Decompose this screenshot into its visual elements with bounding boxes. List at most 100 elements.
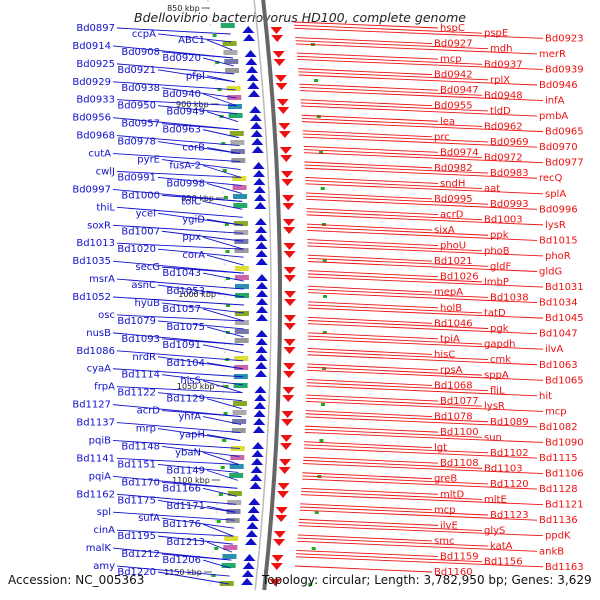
forward-strand-arrow: [283, 275, 296, 282]
left-leader-line: [157, 463, 239, 473]
left-gene-label: nrdR: [132, 352, 156, 363]
right-gene-label: Bd1045: [545, 313, 584, 324]
right-leader-line: [302, 475, 489, 485]
right-gene-label: Bd1038: [490, 292, 529, 303]
forward-strand-arrow: [280, 155, 293, 162]
right-gene-label: Bd1106: [545, 469, 584, 480]
right-gene-label: phoR: [545, 251, 571, 262]
right-leader-line: [295, 43, 538, 55]
left-gene-label: Bd0956: [72, 113, 111, 124]
left-leader-line: [202, 559, 231, 569]
left-gene-label: osc: [98, 310, 115, 321]
right-gene-label: mcp: [434, 505, 456, 516]
forward-strand-arrow: [282, 371, 295, 378]
topology-text: Topology: circular; Length: 3,782,950 bp…: [262, 573, 592, 587]
cds-block-left: [224, 59, 239, 64]
left-gene-label: Bd1035: [72, 256, 111, 267]
right-leader-line: [302, 478, 538, 490]
left-leader-line: [206, 326, 244, 338]
right-gene-label: Bd1026: [440, 272, 479, 283]
left-gene-label: Bd1127: [72, 400, 111, 411]
left-leader-line: [116, 350, 244, 362]
right-gene-label: sppA: [484, 370, 509, 381]
right-leader-line: [293, 21, 439, 29]
left-leader-line: [206, 254, 244, 266]
left-leader-line: [116, 242, 244, 250]
right-gene-label: hisC: [434, 349, 455, 360]
right-leader-line: [307, 363, 439, 371]
cds-block-left: [231, 428, 246, 433]
right-leader-line: [304, 444, 489, 454]
rna-mark: [218, 493, 223, 496]
left-leader-line: [202, 380, 243, 394]
right-leader-line: [307, 307, 544, 319]
forward-strand-arrow: [282, 203, 295, 210]
right-leader-line: [300, 503, 433, 511]
left-gene-label: Bd1053: [166, 286, 205, 297]
right-gene-label: Bd1034: [539, 298, 578, 309]
forward-strand-arrow: [283, 291, 296, 298]
cds-block-left: [224, 536, 239, 541]
right-leader-line: [303, 152, 544, 164]
left-gene-label: Bd1176: [162, 519, 201, 530]
reverse-strand-arrow: [255, 226, 268, 233]
cds-block-left: [227, 104, 242, 109]
rna-mark: [222, 169, 227, 172]
reverse-strand-arrow: [251, 450, 264, 457]
left-gene-label: Bd1171: [166, 501, 205, 512]
right-gene-label: fliL: [490, 386, 505, 397]
reverse-strand-arrow: [255, 250, 268, 257]
right-gene-label: Bd0969: [490, 137, 529, 148]
right-leader-line: [307, 285, 433, 293]
left-gene-label: sufA: [138, 513, 160, 524]
right-leader-line: [307, 229, 538, 241]
right-leader-line: [307, 261, 538, 272]
right-gene-label: mcp: [545, 406, 567, 417]
left-leader-line: [202, 200, 243, 210]
cds-block-left: [232, 176, 247, 181]
forward-strand-arrow: [281, 179, 294, 186]
cds-block-left: [221, 563, 236, 568]
forward-strand-arrow: [275, 507, 288, 514]
right-gene-label: Bd1115: [539, 453, 578, 464]
left-leader-line: [161, 230, 244, 242]
cds-block-left: [233, 203, 248, 208]
right-leader-line: [302, 133, 489, 143]
left-leader-line: [206, 290, 245, 298]
right-leader-line: [306, 394, 439, 402]
left-gene-label: asnC: [131, 280, 156, 291]
forward-strand-arrow: [282, 387, 295, 394]
right-leader-line: [296, 550, 439, 557]
left-leader-line: [116, 171, 242, 178]
reverse-strand-arrow: [255, 242, 268, 249]
reverse-strand-arrow: [251, 458, 264, 465]
right-gene-label: merR: [539, 49, 566, 60]
right-gene-label: mepA: [434, 287, 463, 298]
left-gene-label: msrA: [89, 274, 115, 285]
left-leader-line: [206, 398, 242, 410]
right-leader-line: [297, 534, 433, 542]
left-leader-line: [157, 177, 242, 186]
reverse-strand-arrow: [253, 410, 266, 417]
reverse-strand-arrow: [255, 338, 268, 345]
right-leader-line: [304, 441, 433, 449]
left-leader-line: [157, 499, 236, 513]
right-gene-label: Bd0972: [484, 153, 523, 164]
forward-strand-arrow: [283, 251, 296, 258]
left-gene-label: cwlJ: [96, 166, 115, 177]
left-gene-label: cutA: [88, 149, 111, 160]
forward-strand-arrow: [279, 459, 292, 466]
left-leader-line: [112, 511, 235, 521]
reverse-strand-arrow: [255, 362, 268, 369]
right-leader-line: [301, 491, 483, 500]
forward-strand-arrow: [283, 323, 296, 330]
cds-block-left: [232, 401, 247, 406]
left-gene-label: thiL: [96, 202, 115, 213]
forward-strand-arrow: [273, 539, 286, 546]
right-gene-label: Bd0942: [434, 70, 473, 81]
forward-strand-arrow: [277, 483, 290, 490]
cds-block-left: [223, 545, 238, 550]
left-gene-label: ppx: [182, 232, 201, 243]
right-leader-line: [306, 226, 489, 236]
rna-mark: [214, 547, 219, 550]
